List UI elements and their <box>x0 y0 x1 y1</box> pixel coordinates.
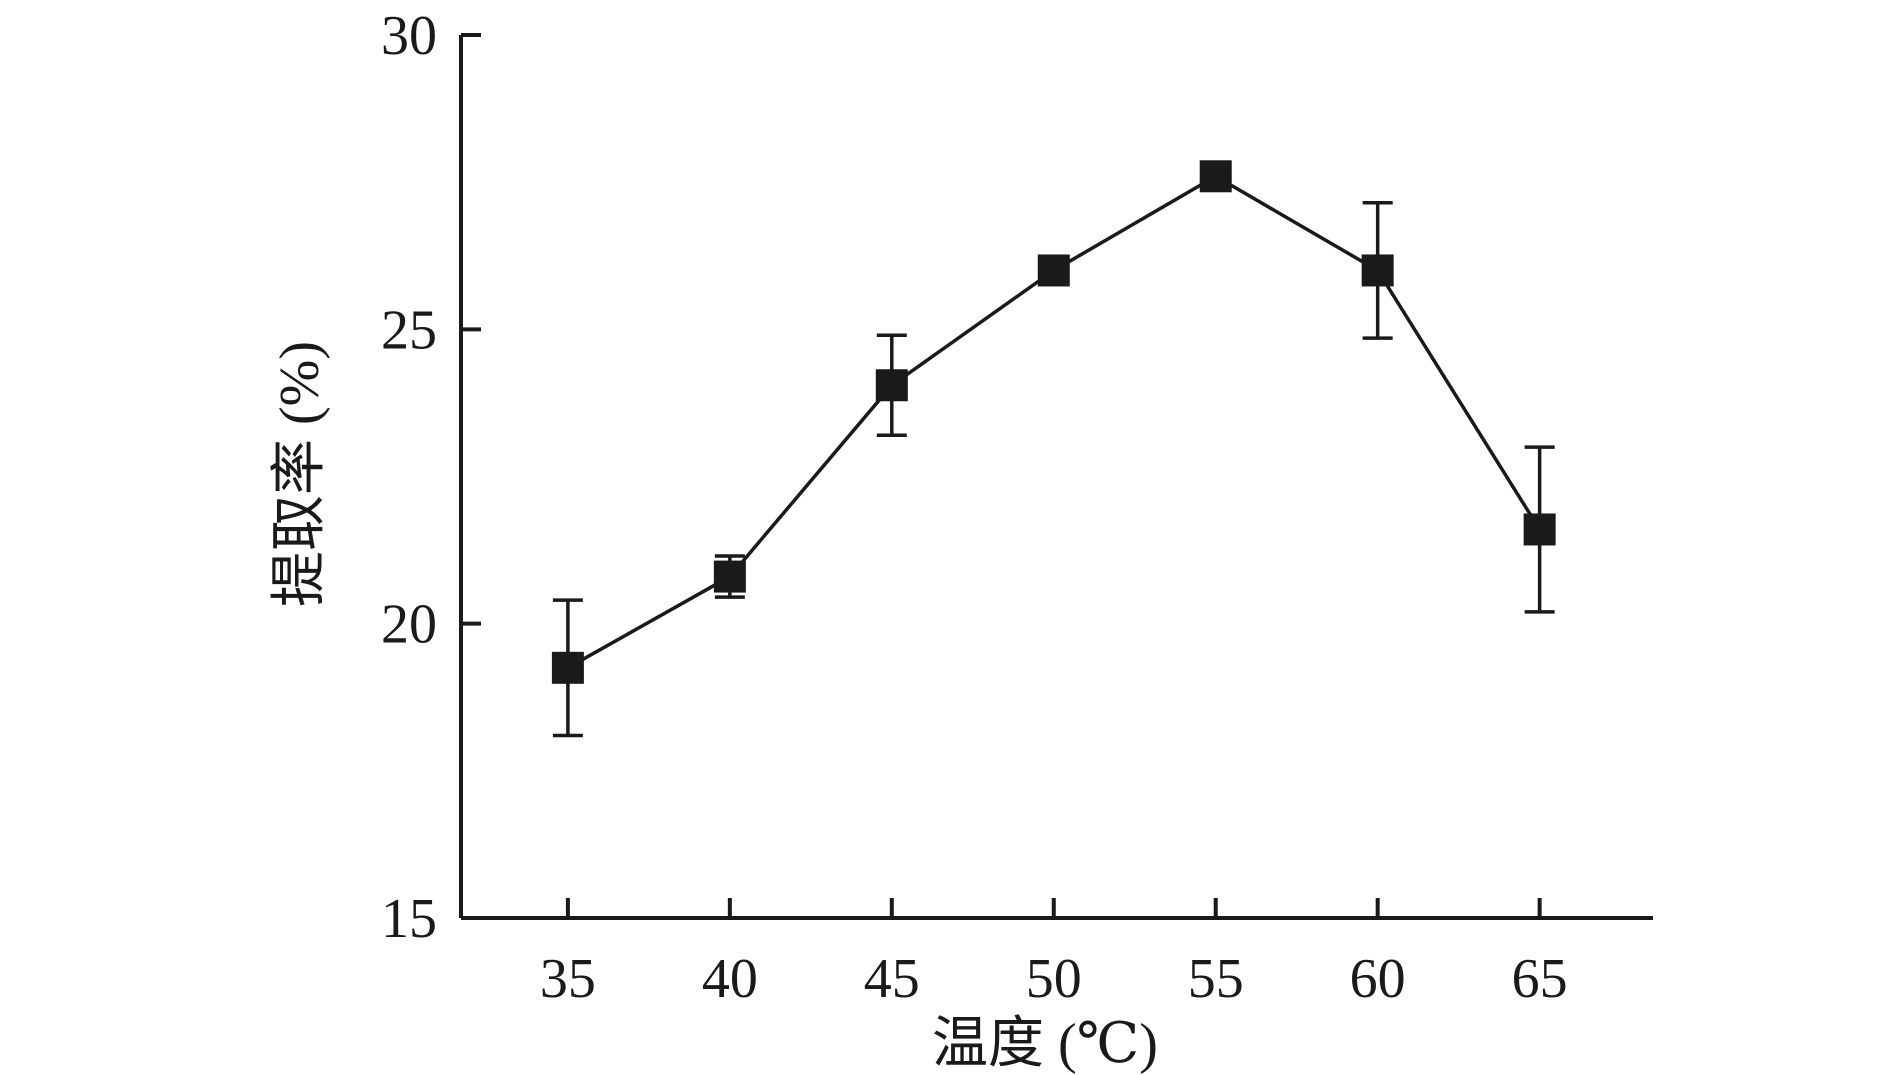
x-axis-ticks: 35 40 45 50 55 60 65 <box>540 898 1568 1010</box>
y-axis-title: 提取率 (%) <box>269 341 331 607</box>
x-tick-label: 60 <box>1350 948 1406 1010</box>
y-axis-ticks: 15 20 25 30 <box>381 5 481 950</box>
x-tick-label: 35 <box>540 948 596 1010</box>
x-axis-title: 温度 (℃) <box>932 1013 1158 1075</box>
data-point-marker <box>713 560 746 593</box>
data-point-marker <box>551 651 584 684</box>
y-tick-label: 30 <box>381 5 437 67</box>
x-tick-label: 50 <box>1026 948 1082 1010</box>
series-line <box>567 174 1542 670</box>
data-markers <box>551 160 1556 684</box>
x-tick-label: 55 <box>1188 948 1244 1010</box>
data-point-marker <box>1037 254 1070 287</box>
data-point-marker <box>1523 513 1556 546</box>
axes <box>459 35 1653 920</box>
data-point-marker <box>1361 254 1394 287</box>
y-tick-label: 25 <box>381 299 437 361</box>
data-point-marker <box>1199 160 1232 193</box>
y-tick-label: 15 <box>381 888 437 950</box>
series-lines <box>567 174 1542 670</box>
data-point-marker <box>875 369 908 402</box>
y-tick-label: 20 <box>381 594 437 656</box>
x-tick-label: 40 <box>702 948 758 1010</box>
x-tick-label: 65 <box>1512 948 1568 1010</box>
x-tick-label: 45 <box>864 948 920 1010</box>
